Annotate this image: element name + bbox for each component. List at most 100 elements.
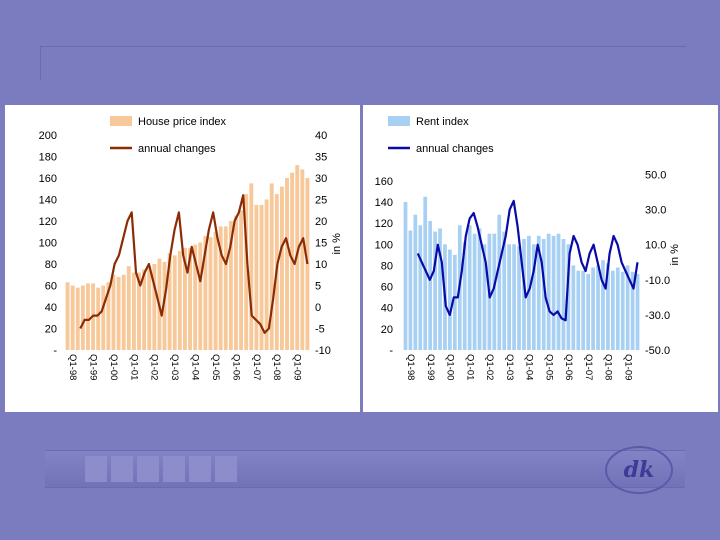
bar [203,236,208,350]
bar [610,270,615,350]
bar [601,260,605,350]
bar [536,235,541,350]
dk-logo: dk [605,446,673,494]
y-right-tick-label: 5 [315,281,321,293]
y-left-tick-label: 160 [375,176,393,188]
bar [497,214,502,350]
bar [244,194,249,350]
bar [111,274,116,350]
bar [239,210,244,350]
y-right-tick-label: 30.0 [645,205,666,217]
bar [269,183,274,350]
bar [223,226,228,350]
y-left-tick-label: 200 [39,130,57,142]
x-tick-label: Q1-09 [292,354,303,380]
y-right-axis-label: in % [331,233,343,255]
bar [167,253,172,350]
bar [198,242,203,350]
house-price-chart-panel: 200 180 160 140 120 100 80 60 40 20-40 35 30 25 20 15 1… [5,105,360,412]
bar [305,178,310,350]
y-right-tick-label: -50.0 [645,345,670,357]
y-left-tick-label: 140 [39,195,57,207]
bar [182,247,187,350]
bar [188,247,193,350]
bar [630,271,635,350]
house-price-chart: 20018016014012010080604020-4035302520151… [39,116,343,380]
bar [448,249,452,350]
bar [218,226,223,350]
bar [147,266,152,350]
footer-bar [45,450,685,488]
bar [208,237,213,350]
x-tick-label: Q1-08 [603,354,614,380]
logo-text: dk [623,457,655,483]
bar [462,242,467,350]
legend-swatch-bars [110,116,132,126]
legend-swatch-bars [388,116,410,126]
x-tick-label: Q1-07 [251,354,262,380]
bar [408,230,413,350]
y-left-tick-label: 20 [45,324,57,336]
bar [254,204,259,350]
y-right-tick-label: -10.0 [645,275,670,287]
x-tick-label: Q1-98 [405,354,416,380]
bar [142,269,147,350]
bar [213,231,218,350]
bar [551,235,556,350]
y-right-tick-label: 0 [315,302,321,314]
bar [86,283,90,350]
bar [581,270,586,350]
y-left-tick-label: 180 [39,152,57,164]
bar [96,287,101,350]
bar [571,265,576,350]
y-right-axis-label: in % [669,244,681,266]
y-right-tick-label: 20 [315,216,327,228]
y-right-tick-label: 25 [315,195,327,207]
y-left-tick-label: 100 [39,238,57,250]
x-tick-label: Q1-09 [622,354,633,380]
x-tick-label: Q1-04 [190,354,201,380]
y-right-tick-label: -5 [315,324,325,336]
x-tick-label: Q1-03 [504,354,515,380]
bar [596,265,600,350]
x-tick-label: Q1-06 [563,354,574,380]
x-tick-label: Q1-99 [87,354,98,380]
y-left-tick-label: 160 [39,173,57,185]
bar [433,231,437,350]
bar [264,199,269,350]
bar [131,272,136,350]
bar [413,214,418,350]
bar [249,183,254,350]
bar [586,273,591,350]
y-left-tick-label: 120 [39,216,57,228]
rent-index-chart-panel: 160 140 120 100 80 60 40 20-50.0 30.0 10.0 -10.0 -3… [363,105,718,412]
bar [467,225,472,350]
x-tick-label: Q1-02 [484,354,495,380]
bar [620,271,625,350]
y-right-tick-label: 30 [315,173,327,185]
y-left-tick-label: 100 [375,239,393,251]
bar [625,265,630,350]
y-left-tick-label: 140 [375,197,393,209]
bar [522,239,526,350]
y-left-tick-label: - [53,345,57,357]
bar [162,261,167,350]
x-tick-label: Q1-05 [543,354,554,380]
bar [80,285,85,350]
bar [546,233,551,350]
y-left-tick-label: 40 [45,302,57,314]
bar [403,202,408,350]
y-right-tick-label: -10 [315,345,331,357]
y-right-tick-label: 50.0 [645,170,666,182]
bar [152,264,157,350]
y-left-tick-label: 120 [375,218,393,230]
bar [502,231,507,350]
bar [137,272,141,350]
bar [121,274,126,350]
bar [512,244,516,350]
y-right-tick-label: 35 [315,152,327,164]
legend-label-bars: House price index [138,116,227,128]
bar [492,233,497,350]
x-tick-label: Q1-00 [445,354,456,380]
bar [576,270,581,350]
